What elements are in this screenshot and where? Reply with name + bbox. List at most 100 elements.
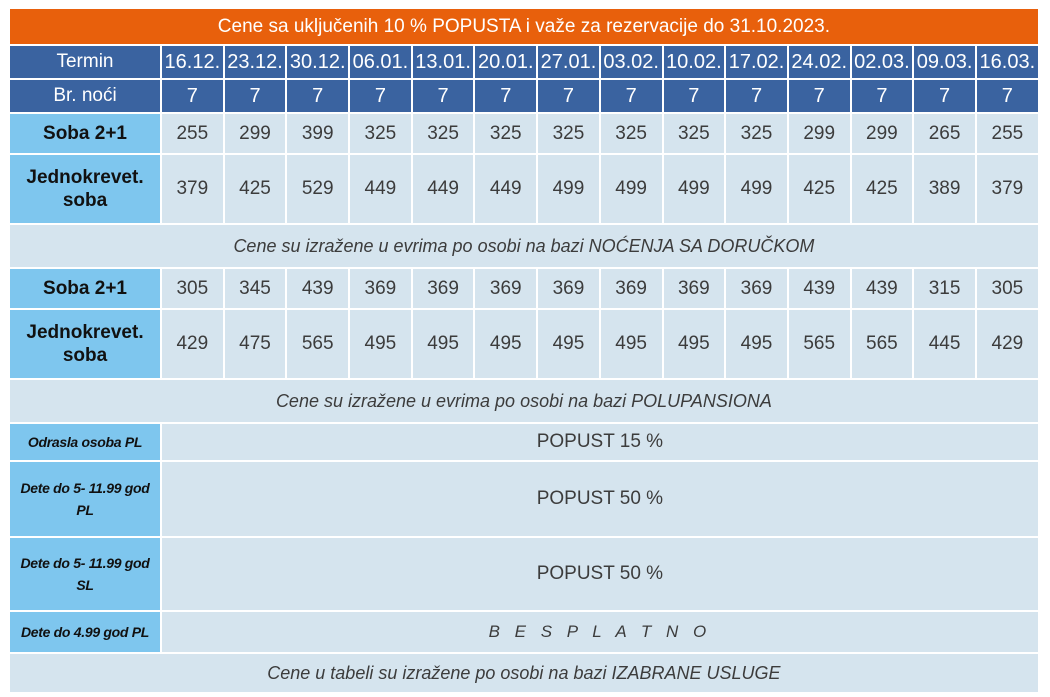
footer-note: Cene u tabeli su izražene po osobi na ba… <box>8 652 1040 694</box>
date-cell: 10.02. <box>661 44 727 80</box>
nights-cell: 7 <box>974 78 1040 114</box>
price-cell: 439 <box>285 267 351 310</box>
price-cell: 305 <box>974 267 1040 310</box>
price-cell: 499 <box>598 153 664 225</box>
price-cell: 429 <box>974 308 1040 380</box>
price-cell: 369 <box>598 267 664 310</box>
price-cell: 325 <box>348 112 413 155</box>
termin-row: Termin 16.12. 23.12. 30.12. 06.01. 13.01. 20.0… <box>8 44 1040 80</box>
nights-cell: 7 <box>473 78 539 114</box>
termin-label: Termin <box>8 44 162 80</box>
price-cell: 499 <box>661 153 727 225</box>
discount-value: POPUST 50 % <box>160 460 1040 538</box>
row-label-line: soba <box>62 345 108 366</box>
nights-cell: 7 <box>849 78 915 114</box>
price-cell: 379 <box>974 153 1040 225</box>
nights-cell: 7 <box>598 78 664 114</box>
nights-label: Br. noći <box>8 78 162 114</box>
date-cell: 30.12. <box>285 44 351 80</box>
date-cell: 06.01. <box>348 44 413 80</box>
price-cell: 565 <box>285 308 351 380</box>
title-row: Cene sa uključenih 10 % POPUSTA i važe z… <box>8 7 1040 46</box>
price-cell: 475 <box>222 308 288 380</box>
price-cell: 255 <box>160 112 225 155</box>
price-cell: 369 <box>348 267 413 310</box>
price-cell: 495 <box>661 308 727 380</box>
nights-cell: 7 <box>222 78 288 114</box>
price-cell: 495 <box>473 308 539 380</box>
discount-row: Odrasla osoba PL POPUST 15 % <box>8 422 1040 462</box>
nights-cell: 7 <box>410 78 476 114</box>
discount-value: POPUST 15 % <box>160 422 1040 462</box>
nights-cell: 7 <box>348 78 413 114</box>
price-cell: 265 <box>912 112 977 155</box>
nights-cell: 7 <box>661 78 727 114</box>
price-cell: 369 <box>473 267 539 310</box>
row-label-line: soba <box>62 190 108 211</box>
discount-label: Odrasla osoba PL <box>8 422 162 462</box>
price-cell: 499 <box>536 153 601 225</box>
price-cell: 565 <box>849 308 915 380</box>
discount-label: Dete do 4.99 god PL <box>8 610 162 654</box>
price-cell: 315 <box>912 267 977 310</box>
price-cell: 449 <box>473 153 539 225</box>
row-label-line: Jednokrevet. <box>26 322 144 343</box>
footer-row: Cene u tabeli su izražene po osobi na ba… <box>8 652 1040 694</box>
discount-row: Dete do 5- 11.99 god SL POPUST 50 % <box>8 536 1040 612</box>
breakfast-room21-row: Soba 2+1 255 299 399 325 325 325 325 325 325 325 29… <box>8 112 1040 155</box>
price-cell: 495 <box>348 308 413 380</box>
price-cell: 495 <box>598 308 664 380</box>
breakfast-note-row: Cene su izražene u evrima po osobi na ba… <box>8 223 1040 269</box>
date-cell: 23.12. <box>222 44 288 80</box>
row-label-line: PL <box>76 502 94 518</box>
halfboard-room21-row: Soba 2+1 305 345 439 369 369 369 369 369 369 369 43… <box>8 267 1040 310</box>
nights-cell: 7 <box>724 78 789 114</box>
price-cell: 445 <box>912 308 977 380</box>
price-cell: 369 <box>410 267 476 310</box>
price-cell: 325 <box>661 112 727 155</box>
single-room-label: Jednokrevet. soba <box>8 153 162 225</box>
price-cell: 369 <box>661 267 727 310</box>
price-cell: 495 <box>410 308 476 380</box>
price-cell: 499 <box>724 153 789 225</box>
price-cell: 325 <box>598 112 664 155</box>
date-cell: 27.01. <box>536 44 601 80</box>
price-cell: 345 <box>222 267 288 310</box>
price-cell: 529 <box>285 153 351 225</box>
price-cell: 305 <box>160 267 225 310</box>
row-label-line: Dete do 5- 11.99 god <box>20 555 150 571</box>
price-cell: 495 <box>536 308 601 380</box>
discount-label: Dete do 5- 11.99 god PL <box>8 460 162 538</box>
price-table: Cene sa uključenih 10 % POPUSTA i važe z… <box>8 7 1040 694</box>
price-cell: 379 <box>160 153 225 225</box>
row-label-line: SL <box>76 577 94 593</box>
price-cell: 449 <box>348 153 413 225</box>
date-cell: 24.02. <box>786 44 852 80</box>
single-room-label: Jednokrevet. soba <box>8 308 162 380</box>
date-cell: 13.01. <box>410 44 476 80</box>
basis-note: Cene su izražene u evrima po osobi na ba… <box>8 378 1040 424</box>
discount-value: B E S P L A T N O <box>160 610 1040 654</box>
nights-row: Br. noći 7 7 7 7 7 7 7 7 7 7 7 7 7 7 <box>8 78 1040 114</box>
date-cell: 02.03. <box>849 44 915 80</box>
price-cell: 389 <box>912 153 977 225</box>
room-2plus1-label: Soba 2+1 <box>8 112 162 155</box>
price-cell: 429 <box>160 308 225 380</box>
nights-cell: 7 <box>160 78 225 114</box>
price-cell: 425 <box>786 153 852 225</box>
nights-cell: 7 <box>786 78 852 114</box>
price-cell: 449 <box>410 153 476 225</box>
table-title: Cene sa uključenih 10 % POPUSTA i važe z… <box>8 7 1040 46</box>
price-cell: 325 <box>724 112 789 155</box>
discount-label: Dete do 5- 11.99 god SL <box>8 536 162 612</box>
discount-row: Dete do 5- 11.99 god PL POPUST 50 % <box>8 460 1040 538</box>
row-label-line: Jednokrevet. <box>26 167 144 188</box>
price-cell: 325 <box>410 112 476 155</box>
halfboard-single-row: Jednokrevet. soba 429 475 565 495 495 495 495 495… <box>8 308 1040 380</box>
price-cell: 325 <box>536 112 601 155</box>
price-cell: 299 <box>849 112 915 155</box>
date-cell: 16.12. <box>160 44 225 80</box>
price-cell: 425 <box>849 153 915 225</box>
nights-cell: 7 <box>536 78 601 114</box>
date-cell: 03.02. <box>598 44 664 80</box>
